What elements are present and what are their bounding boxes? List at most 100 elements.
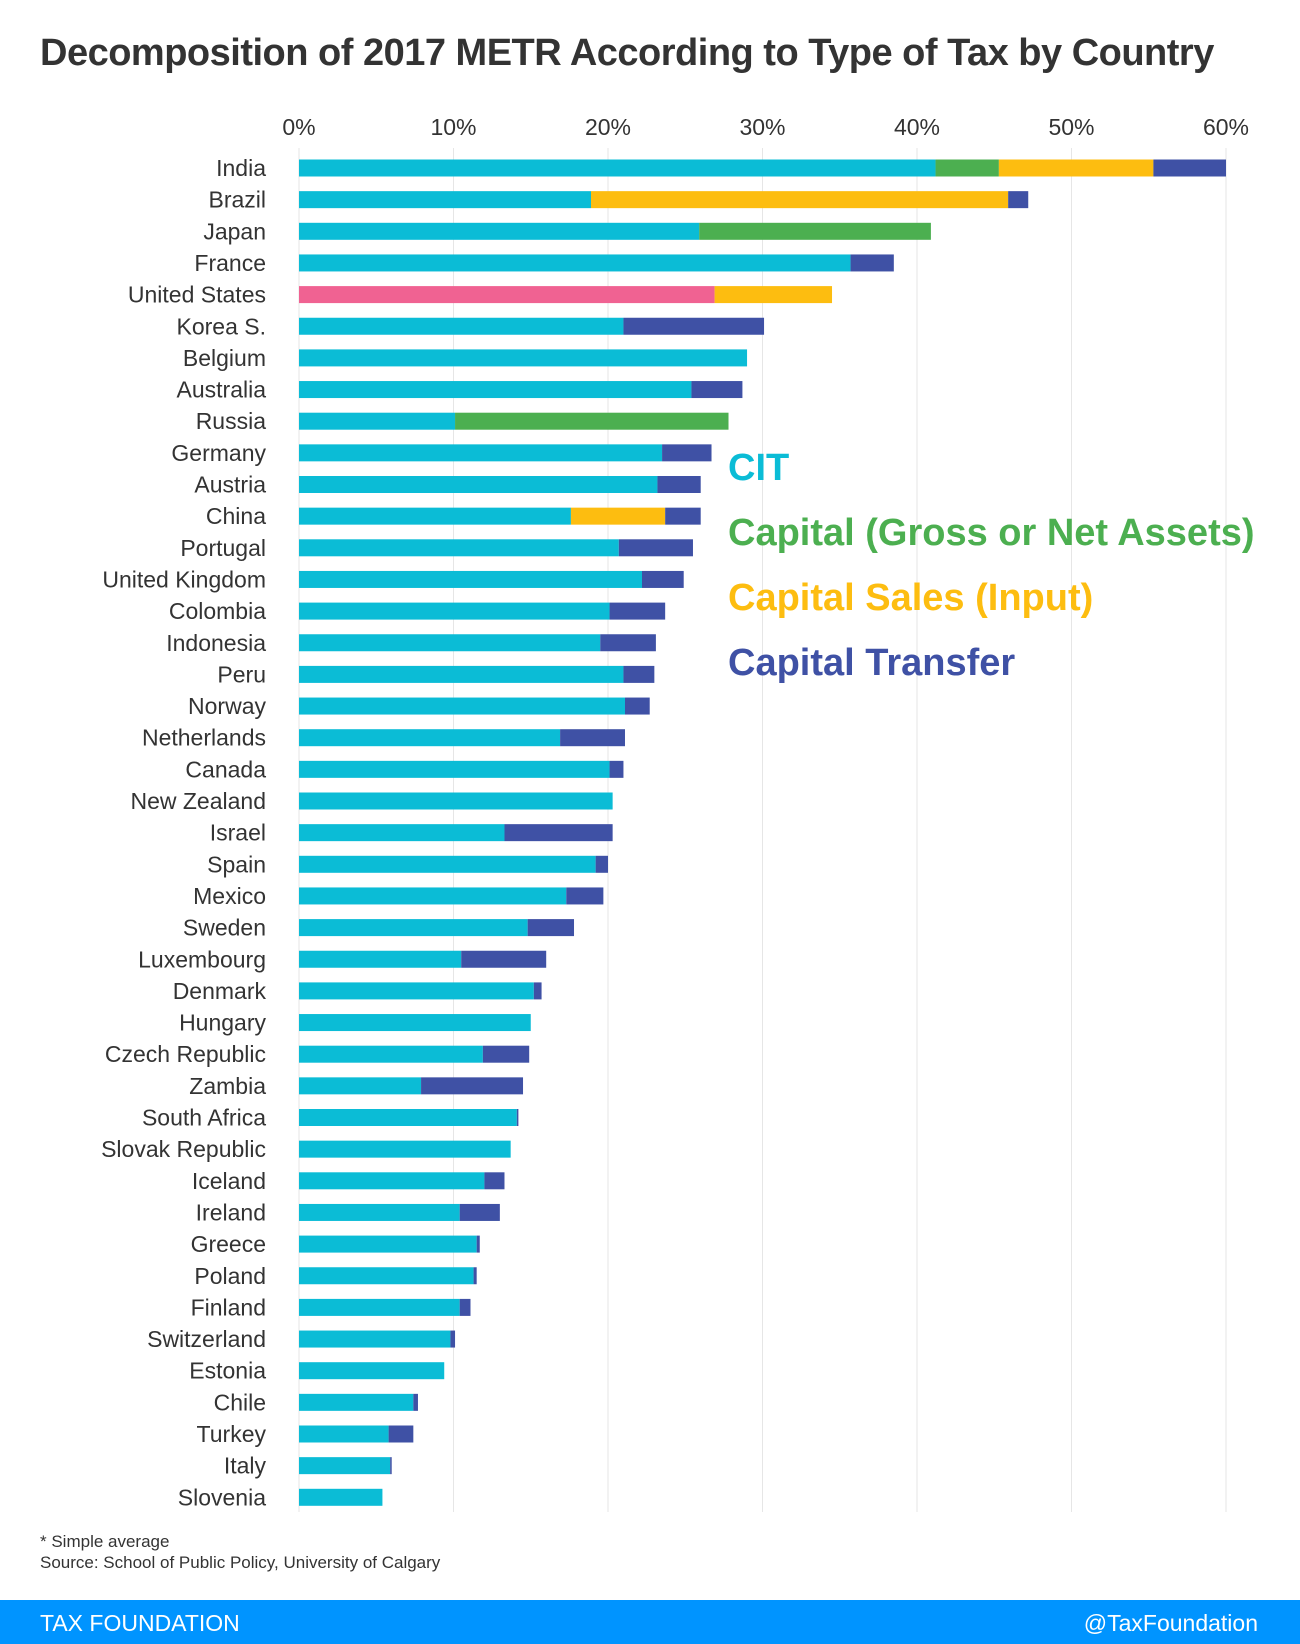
bar-segment <box>504 824 613 842</box>
category-label: Norway <box>188 693 266 719</box>
footer-bar: TAX FOUNDATION @TaxFoundation <box>0 1600 1300 1644</box>
category-label: Denmark <box>173 978 267 1004</box>
bar-segment <box>299 602 610 620</box>
category-label: Korea S. <box>177 313 267 339</box>
bar-segment <box>641 570 684 588</box>
category-label: Estonia <box>189 1358 266 1384</box>
bar-segment <box>299 317 624 335</box>
x-tick-label: 30% <box>739 114 785 140</box>
category-label: China <box>206 503 266 529</box>
bar-segment <box>299 1488 383 1506</box>
category-label: United States <box>128 282 266 308</box>
bar-segment <box>600 634 656 652</box>
bar-segment <box>299 159 936 177</box>
bar-segment <box>390 1457 392 1475</box>
x-tick-label: 0% <box>282 114 315 140</box>
bar-segment <box>299 824 505 842</box>
bar-segment <box>998 159 1154 177</box>
category-label: Australia <box>177 377 267 403</box>
bar-segment <box>609 760 624 778</box>
bar-segment <box>299 1393 414 1411</box>
category-label: South Africa <box>142 1105 266 1131</box>
category-label: Iceland <box>192 1168 266 1194</box>
footer-handle[interactable]: @TaxFoundation <box>1083 1610 1258 1636</box>
bar-segment <box>476 1235 480 1253</box>
legend-entry: Capital Sales (Input) <box>728 577 1093 619</box>
bar-segment <box>299 1045 483 1063</box>
bar-segment <box>299 1140 511 1158</box>
bar-segment <box>299 539 619 557</box>
bar-segment <box>299 919 528 937</box>
category-label: New Zealand <box>130 788 266 814</box>
category-label: Colombia <box>169 598 266 624</box>
category-label: Greece <box>191 1231 266 1257</box>
bar-segment <box>560 729 625 747</box>
x-tick-label: 60% <box>1203 114 1249 140</box>
category-label: Japan <box>203 218 266 244</box>
bar-segment <box>459 1203 500 1221</box>
category-labels: India Brazil Japan France United States Korea… <box>101 155 266 1510</box>
bar-segment <box>566 887 604 905</box>
x-tick-label: 40% <box>894 114 940 140</box>
category-label: Portugal <box>180 535 266 561</box>
bar-segment <box>421 1077 524 1095</box>
category-label: Chile <box>214 1389 266 1415</box>
bar-segment <box>618 539 693 557</box>
bar-segment <box>299 887 567 905</box>
bar-segment <box>299 760 610 778</box>
category-label: United Kingdom <box>102 566 266 592</box>
footnote-note: * Simple average <box>40 1532 170 1551</box>
bar-segment <box>482 1045 530 1063</box>
bar-segment <box>299 982 534 1000</box>
bar-segment <box>299 665 624 683</box>
category-label: Poland <box>194 1263 266 1289</box>
bar-segment <box>299 1457 391 1475</box>
bar-segment <box>691 381 743 399</box>
category-label: Mexico <box>193 883 266 909</box>
category-label: Switzerland <box>147 1326 266 1352</box>
bar-segment <box>299 1362 445 1380</box>
bar-segment <box>699 222 931 240</box>
chart-title: Decomposition of 2017 METR According to … <box>40 32 1214 74</box>
bar-segment <box>299 950 462 968</box>
footnote: * Simple average Source: School of Publi… <box>40 1531 440 1573</box>
category-label: Hungary <box>179 1010 266 1036</box>
bar-segment <box>413 1393 418 1411</box>
bar-segment <box>299 697 625 715</box>
category-label: Israel <box>210 820 266 846</box>
bar-segment <box>299 222 700 240</box>
bar-segment <box>299 1425 389 1443</box>
bar-segment <box>459 1298 471 1316</box>
bar-segment <box>450 1330 456 1348</box>
bar-segment <box>299 634 601 652</box>
bar-segment <box>484 1172 505 1190</box>
bar-segment <box>714 286 833 304</box>
bar-segment <box>591 191 1009 209</box>
bar-segment <box>850 254 894 272</box>
bar-segment <box>299 412 456 430</box>
category-label: Luxembourg <box>138 946 266 972</box>
category-label: Finland <box>191 1294 266 1320</box>
bar-segment <box>299 254 851 272</box>
bar-segment <box>299 792 613 810</box>
category-label: Ireland <box>196 1199 266 1225</box>
bar-segment <box>595 855 608 873</box>
bars <box>299 159 1226 1506</box>
category-label: France <box>194 250 266 276</box>
x-tick-label: 50% <box>1048 114 1094 140</box>
bar-segment <box>299 1267 474 1285</box>
category-label: Netherlands <box>142 725 266 751</box>
bar-segment <box>388 1425 414 1443</box>
legend-entry: CIT <box>728 447 789 489</box>
category-label: Slovak Republic <box>101 1136 266 1162</box>
bar-segment <box>624 697 650 715</box>
category-label: Austria <box>194 472 266 498</box>
category-label: Brazil <box>208 187 266 213</box>
bar-segment <box>299 1077 422 1095</box>
category-label: Peru <box>217 661 266 687</box>
bar-segment <box>299 1330 451 1348</box>
category-label: Canada <box>185 756 266 782</box>
bar-segment <box>299 507 571 525</box>
bar-segment <box>623 665 655 683</box>
legend-entry: Capital Transfer <box>728 642 1015 684</box>
